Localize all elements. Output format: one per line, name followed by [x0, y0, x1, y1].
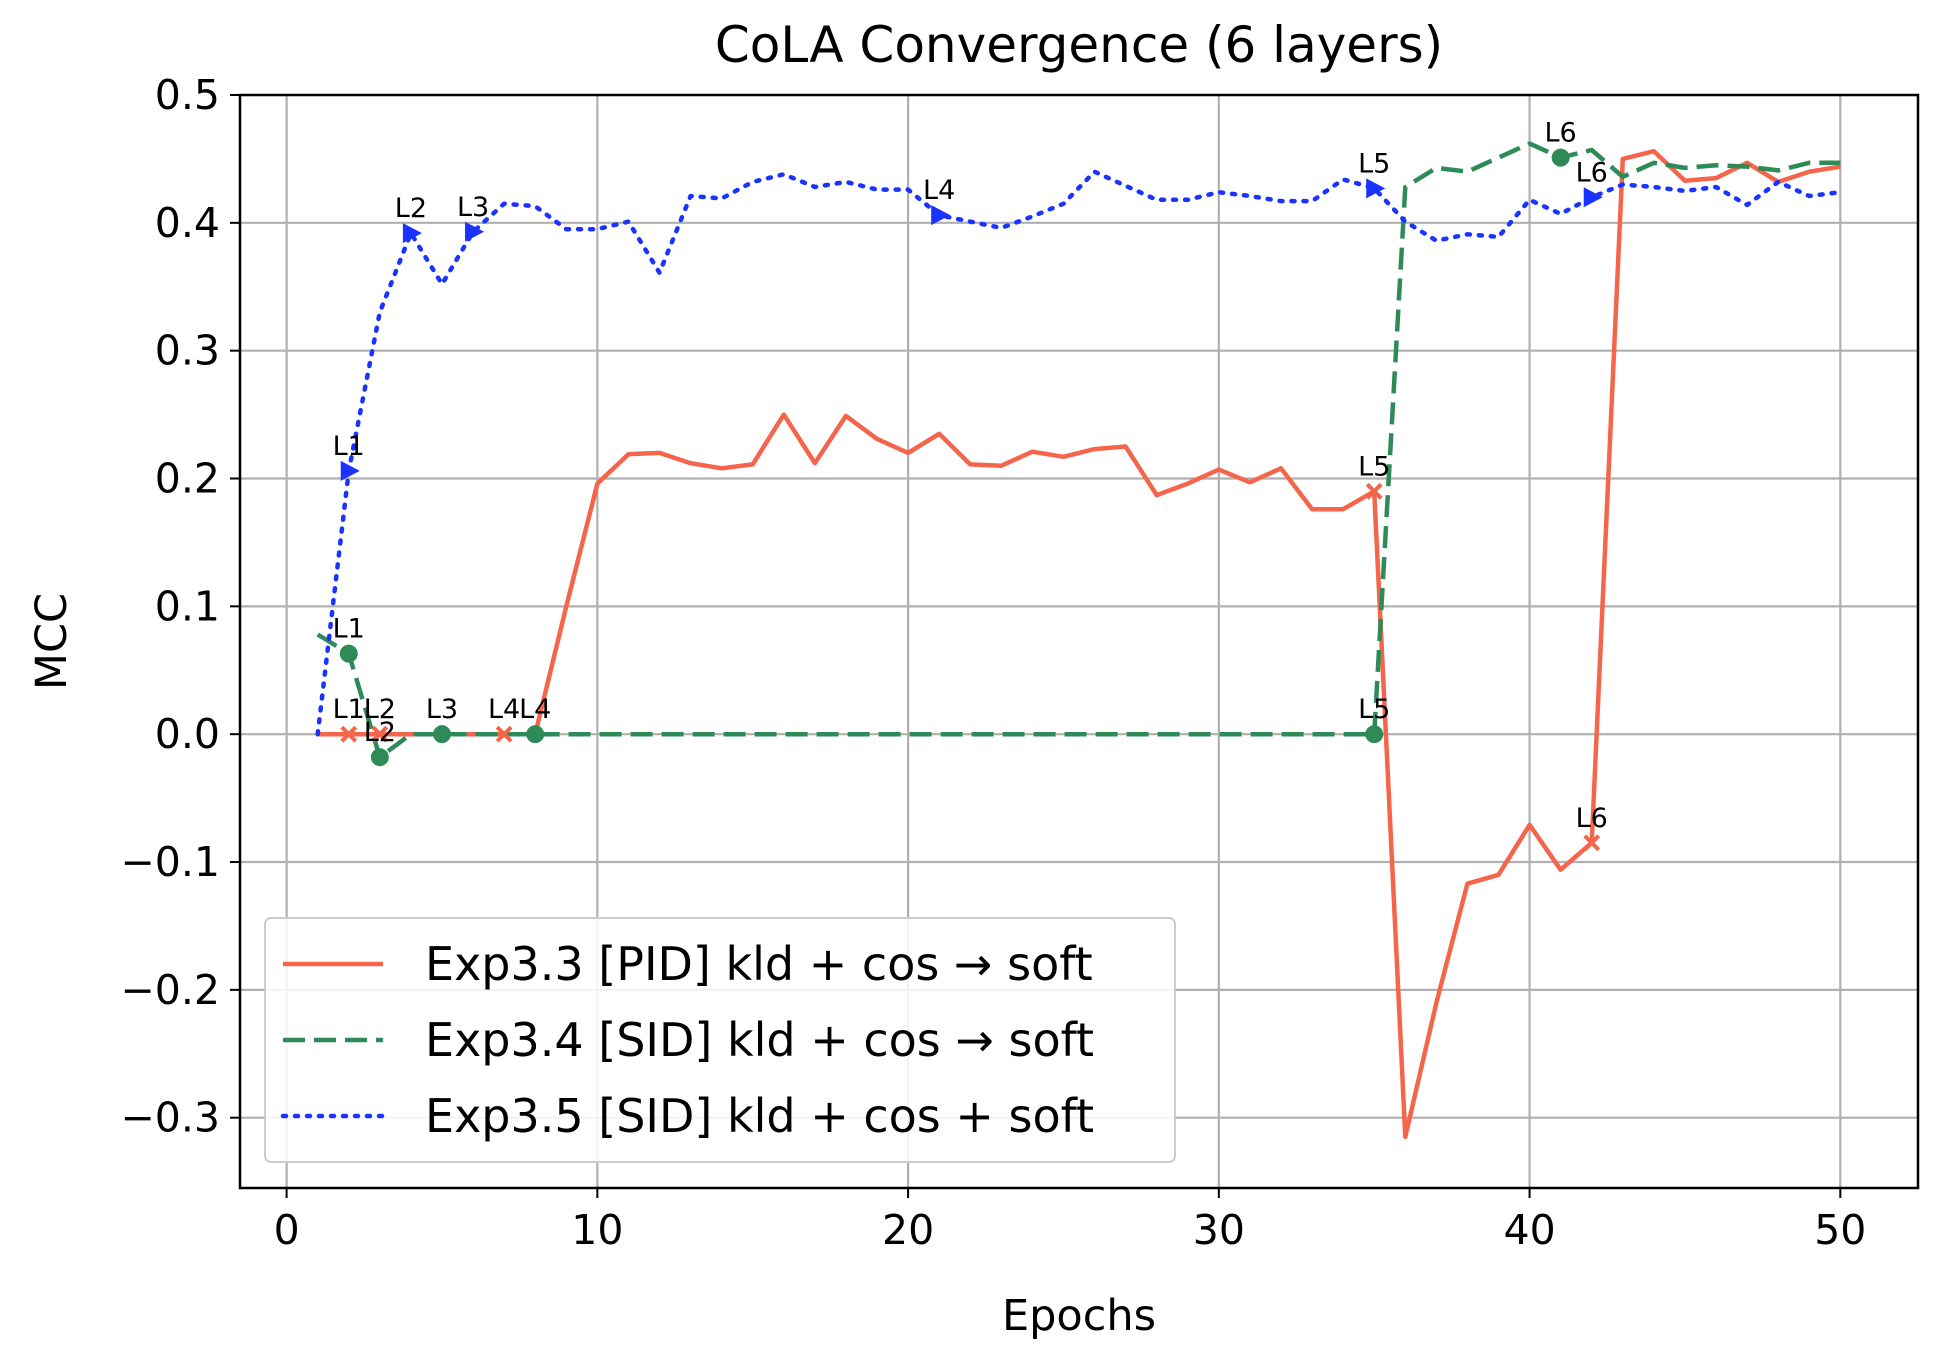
point-annotation-label: L2: [364, 694, 396, 725]
triangle-marker: [931, 205, 951, 226]
point-annotation-label: L3: [426, 694, 458, 725]
point-annotation-label: L1: [333, 694, 365, 725]
legend: Exp3.3 [PID] kld + cos → soft Exp3.4 [SID…: [264, 917, 1176, 1163]
point-annotation-label: L5: [1358, 694, 1390, 725]
legend-label: Exp3.5 [SID] kld + cos + soft: [425, 1089, 1094, 1143]
triangle-marker: [465, 221, 485, 242]
y-axis-label: MCC: [27, 593, 77, 690]
x-tick-label: 40: [1503, 1206, 1555, 1254]
circle-marker: [370, 748, 389, 767]
legend-label: Exp3.4 [SID] kld + cos → soft: [425, 1013, 1094, 1067]
y-tick-label: −0.1: [120, 838, 220, 886]
x-marker: [495, 725, 513, 743]
y-tick-label: 0.3: [155, 327, 220, 375]
point-annotation-label: L5: [1358, 148, 1390, 179]
circle-marker: [1365, 725, 1384, 744]
y-tick-label: 0.0: [155, 710, 220, 758]
y-tick-label: 0.2: [155, 455, 220, 503]
y-tick-label: 0.5: [155, 71, 220, 119]
point-annotation-label: L1: [333, 431, 365, 462]
legend-label: Exp3.3 [PID] kld + cos → soft: [425, 937, 1093, 991]
x-axis-label: Epochs: [1002, 1291, 1156, 1341]
point-annotation-label: L2: [395, 193, 427, 224]
point-annotation-label: L6: [1576, 803, 1608, 834]
circle-marker: [432, 725, 451, 744]
x-tick-label: 10: [571, 1206, 623, 1254]
chart-title: CoLA Convergence (6 layers): [715, 16, 1443, 74]
y-tick-label: −0.2: [120, 966, 220, 1014]
point-annotation-label: L4: [519, 694, 551, 725]
x-marker: [340, 725, 358, 743]
point-annotation-label: L6: [1545, 118, 1577, 149]
series-line-2: [316, 141, 1841, 760]
point-annotation-label: L4: [923, 175, 955, 206]
triangle-marker: [340, 460, 360, 481]
x-tick-label: 30: [1193, 1206, 1245, 1254]
legend-box: [264, 917, 1176, 1163]
y-tick-label: −0.3: [120, 1094, 220, 1142]
point-annotation-label: L5: [1358, 451, 1390, 482]
axis-ticks: 0 10 20 30 40 50 0.5 0.4 0.3 0.2 0.1 0.0 −0.1 −0.2 −0.…: [120, 71, 1866, 1254]
point-annotation-label: L3: [457, 192, 489, 223]
x-tick-label: 0: [274, 1206, 300, 1254]
point-annotation-label: L1: [333, 614, 365, 645]
x-marker: [1365, 482, 1383, 500]
point-annotation-label: L6: [1576, 157, 1608, 188]
triangle-marker: [1583, 187, 1603, 208]
y-tick-label: 0.4: [155, 199, 220, 247]
x-tick-label: 50: [1814, 1206, 1866, 1254]
triangle-marker: [1366, 178, 1386, 199]
x-marker: [371, 725, 389, 743]
circle-marker: [339, 644, 358, 663]
x-tick-label: 20: [882, 1206, 934, 1254]
point-annotation-label: L4: [488, 694, 520, 725]
x-marker: [1583, 834, 1601, 852]
y-tick-label: 0.1: [155, 582, 220, 630]
circle-marker: [526, 725, 545, 744]
triangle-marker: [402, 223, 422, 244]
circle-marker: [1551, 148, 1570, 167]
plot-area-frame: [238, 93, 1920, 1190]
point-annotation-label: L2: [364, 717, 396, 748]
